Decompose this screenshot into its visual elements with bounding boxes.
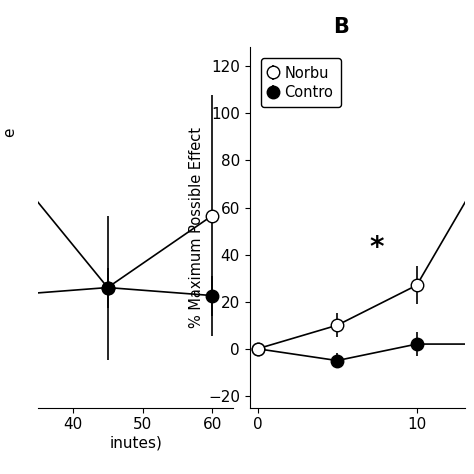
X-axis label: inutes): inutes) bbox=[109, 435, 162, 450]
Legend: Norbu, Contro: Norbu, Contro bbox=[261, 58, 341, 107]
Y-axis label: % Maximum Possible Effect: % Maximum Possible Effect bbox=[189, 127, 204, 328]
Text: *: * bbox=[370, 234, 384, 262]
Text: e: e bbox=[2, 128, 18, 137]
Text: B: B bbox=[333, 17, 349, 37]
